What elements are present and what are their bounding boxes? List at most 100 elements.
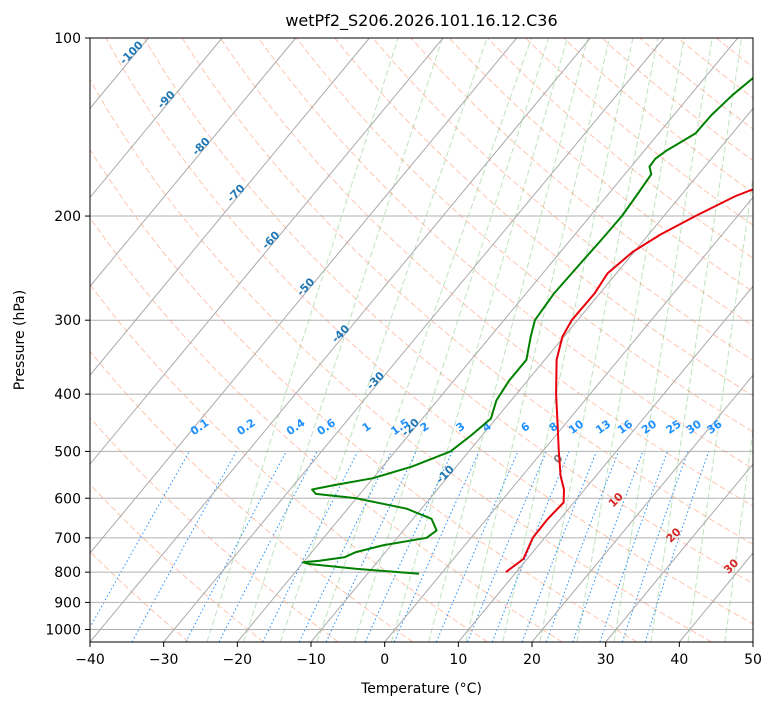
- moist-adiabat-line: [316, 38, 532, 642]
- moist-adiabat-label: 20: [664, 525, 684, 545]
- dry-adiabat-line: [90, 350, 414, 642]
- mixing-ratio-line: [325, 451, 417, 642]
- mixing-ratio-label: 25: [664, 417, 684, 436]
- mixing-ratio-line: [644, 451, 710, 642]
- dry-adiabat-line: [448, 38, 753, 293]
- isotherm-line: [236, 38, 739, 642]
- dry-adiabat-label: -80: [190, 135, 213, 158]
- mixing-ratio-line: [435, 451, 519, 642]
- x-tick-label: −20: [223, 652, 253, 668]
- y-tick-label: 800: [54, 565, 81, 581]
- mixing-ratio-line: [521, 451, 597, 642]
- mixing-ratio-line: [185, 451, 287, 642]
- y-tick-label: 100: [54, 31, 81, 47]
- dry-adiabat-line: [181, 38, 753, 545]
- isotherm-line: [531, 374, 753, 642]
- dry-adiabat-line: [143, 38, 753, 585]
- dry-adiabat-line: [90, 148, 638, 642]
- x-tick-label: −40: [75, 652, 105, 668]
- y-tick-label: 300: [54, 313, 81, 329]
- y-tick-label: 200: [54, 209, 81, 225]
- mixing-ratio-line: [545, 451, 620, 642]
- dry-adiabat-line: [90, 78, 712, 642]
- mixing-ratio-line: [218, 451, 318, 642]
- x-axis-label: Temperature (°C): [360, 681, 482, 697]
- moist-adiabat-line: [206, 38, 399, 642]
- isotherm-line: [310, 107, 753, 642]
- dry-adiabat-line: [677, 38, 753, 99]
- moist-adiabat-line: [724, 426, 753, 642]
- isotherm-line: [90, 38, 370, 377]
- chart-title: wetPf2_S206.2026.101.16.12.C36: [285, 11, 557, 31]
- y-tick-label: 600: [54, 491, 81, 507]
- y-tick-label: 400: [54, 387, 81, 403]
- dry-adiabat-label: -70: [224, 182, 247, 205]
- mixing-ratio-line: [393, 451, 480, 642]
- isotherm-line: [0, 38, 1, 642]
- isotherm-line: [90, 38, 518, 554]
- dry-adiabat-line: [601, 38, 753, 162]
- mixing-ratio-label: 36: [704, 417, 724, 437]
- dry-adiabat-line: [219, 38, 753, 507]
- x-axis: −40 −30 −20 −10 0 10 20 30 40 50: [75, 642, 762, 668]
- moist-adiabat-line: [279, 38, 488, 642]
- dry-adiabat-line: [105, 38, 753, 625]
- mixing-ratio-label: 0.4: [284, 416, 308, 438]
- dry-adiabat-line: [90, 283, 488, 642]
- moist-adiabat-label: 10: [606, 490, 626, 510]
- dry-adiabat-line: [716, 38, 753, 68]
- dry-adiabat-label: -60: [259, 228, 282, 251]
- x-tick-label: 10: [449, 652, 467, 668]
- dry-adiabat-line: [90, 483, 264, 642]
- mixing-ratio-label: 1: [360, 420, 374, 435]
- x-tick-label: 30: [597, 652, 615, 668]
- moist-adiabat-line: [243, 38, 443, 642]
- mixing-ratio-line: [131, 451, 237, 642]
- plot-frame: [89, 37, 754, 643]
- mixing-ratio-line: [467, 451, 547, 642]
- isotherm-line: [457, 285, 753, 642]
- mixing-ratio-label: 6: [519, 419, 533, 434]
- x-tick-label: 0: [380, 652, 389, 668]
- y-axis-label: Pressure (hPa): [12, 290, 28, 390]
- moist-adiabat-line: [576, 38, 685, 642]
- x-tick-label: 40: [670, 652, 688, 668]
- moist-adiabat-line: [613, 38, 713, 642]
- dry-adiabat-line: [334, 38, 753, 397]
- profile-series: [302, 76, 753, 575]
- mixing-ratio-line: [298, 451, 392, 642]
- y-axis: 100 200 300 400 500 600 700 800 900 1000: [45, 31, 90, 638]
- y-tick-label: 500: [54, 444, 81, 460]
- isotherm-line: [90, 38, 444, 465]
- dry-adiabat-line: [372, 38, 753, 362]
- dry-adiabat-line: [90, 550, 190, 642]
- mixing-ratio-line: [491, 451, 570, 642]
- moist-adiabat-line: [539, 38, 659, 642]
- grid: [90, 37, 753, 630]
- mixing-ratio-line: [599, 451, 668, 642]
- moist-adiabat-line: [502, 38, 634, 642]
- moist-adiabat-label: 30: [721, 556, 741, 576]
- dry-adiabat-line: [755, 38, 775, 642]
- x-tick-label: −30: [149, 652, 179, 668]
- dry-adiabat-line: [410, 38, 753, 327]
- moist-adiabat-line: [353, 38, 550, 642]
- dry-adiabat-line: [639, 38, 753, 130]
- plot-background-lines: [0, 38, 775, 642]
- isotherm-line: [163, 38, 665, 642]
- mixing-ratio-label: 0.1: [188, 416, 211, 438]
- dry-adiabat-line: [90, 216, 563, 642]
- moist-adiabat-line: [428, 38, 589, 642]
- isotherm-line: [678, 552, 753, 642]
- x-tick-label: −10: [296, 652, 326, 668]
- x-tick-label: 50: [744, 652, 762, 668]
- mixing-ratio-label: 13: [593, 417, 613, 436]
- y-tick-label: 700: [54, 531, 81, 547]
- y-tick-label: 900: [54, 595, 81, 611]
- isotherm-line: [384, 196, 753, 642]
- mixing-ratio-label: 3: [454, 420, 468, 435]
- temperature-profile: [505, 188, 753, 573]
- y-tick-label: 1000: [45, 622, 81, 638]
- dry-adiabat-label: -90: [155, 88, 178, 111]
